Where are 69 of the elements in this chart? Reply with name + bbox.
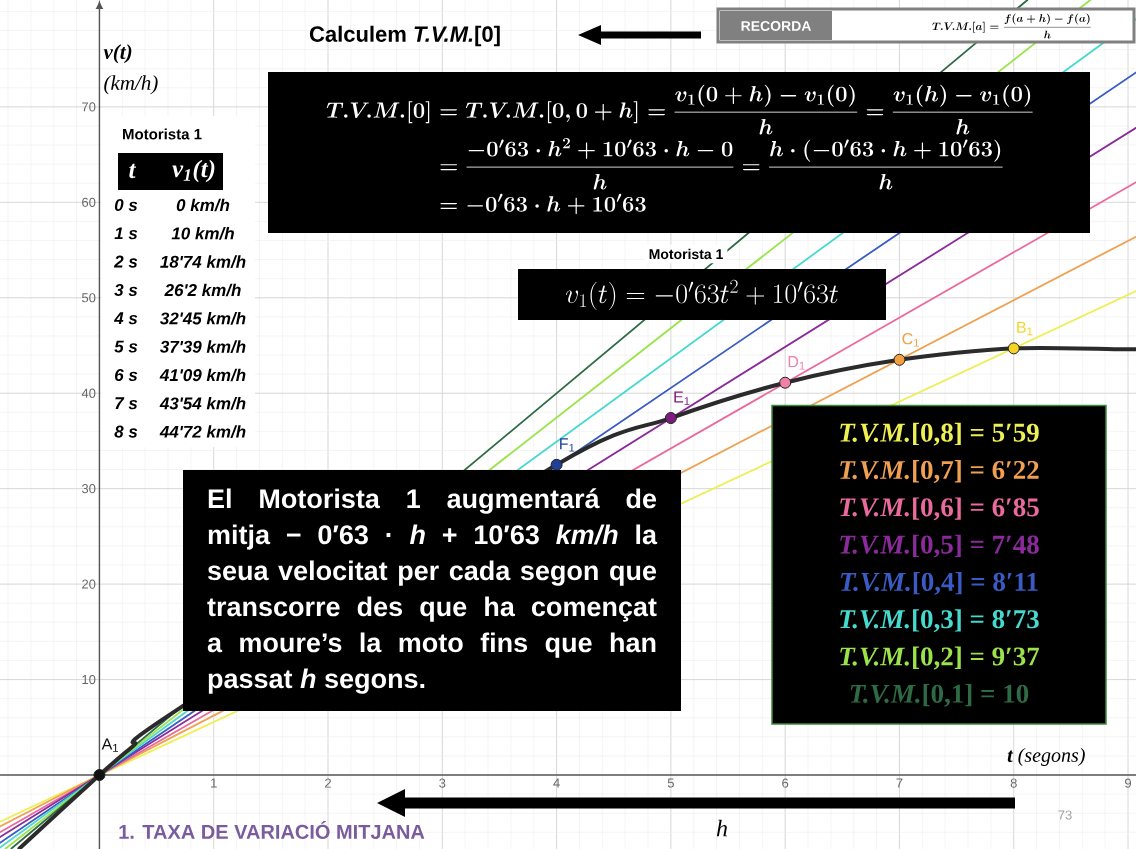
annotation: E$_{1}$ — [674, 391, 690, 405]
annotation: t — [129, 163, 137, 179]
y-tick-label: 70 — [82, 102, 96, 112]
y-tick-label: 20 — [82, 579, 96, 589]
x-tick-label: 8 — [1010, 778, 1017, 788]
point — [1007, 342, 1020, 355]
y-tick-label: 30 — [81, 484, 96, 494]
annotation: $\begin{aligned}T.V.M.[0] &= T.V.M.[0,0+h] = \frac{v_1(0+h)-v_1(0)}{h} = \frac{v_1(h)-v_1(0)}{h}\\ &= \frac{-0'63\cdot h^2+10'63\cdot h-0}{h} = \frac{h\cdot(-0'63\cdot h+10'63)}{h}\\ &= -0'63\cdot h+10'63\end{aligned}$ — [326, 84, 1033, 215]
annotation: 1 s — [114, 227, 138, 240]
x-tick-label: 7 — [896, 778, 903, 788]
annotation: A$_{1}$ — [101, 738, 118, 752]
annotation: $T.V.M.[a] = \frac{f(a+h)-f(a)}{h}$ — [932, 13, 1091, 39]
y-tick-label: 60 — [82, 197, 96, 207]
text: T.V.M.[0,4] = 8′11 — [840, 571, 1038, 595]
annotation: $v_1(t) = -0'63t^2+10'63t$ — [566, 279, 838, 310]
annotation: 18'74 km/h — [160, 255, 246, 268]
annotation: Motorista 1 — [123, 128, 202, 140]
point — [779, 376, 792, 389]
annotation: 0 km/h — [176, 198, 230, 212]
text: T.V.M.[0,2] = 9′37 — [840, 646, 1040, 670]
annotation: 73 — [1058, 810, 1072, 820]
x-tick-label: 4 — [553, 778, 560, 788]
point — [893, 353, 906, 366]
annotation: D$_{1}$ — [788, 356, 805, 370]
x-tick-label: 6 — [782, 778, 789, 788]
point — [550, 458, 563, 471]
point — [93, 769, 106, 782]
annotation: 32'45 km/h — [160, 311, 246, 325]
y-tick-label: 50 — [81, 293, 96, 303]
y-axis-title: v(t) (km/h) — [103, 44, 158, 95]
x-tick-label: 3 — [439, 778, 446, 788]
annotation: 4 s — [113, 312, 138, 325]
annotation: 37'39 km/h — [160, 340, 246, 353]
annotation: 2 s — [113, 255, 138, 268]
annotation: 1. TAXA DE VARIACIÓ MITJANA — [119, 821, 425, 839]
annotation: v$_{1}$(t) — [172, 159, 215, 183]
annotation: F$_{1}$ — [560, 438, 575, 452]
x-tick-label: 5 — [667, 778, 674, 788]
text: T.V.M.[0,5] = 7′48 — [840, 534, 1039, 558]
annotation: h — [716, 819, 727, 837]
annotation: 5 s — [114, 340, 138, 353]
x-axis-title: t (segons) — [1007, 747, 1085, 767]
y-tick-label: 10 — [82, 674, 96, 685]
annotation: 0 s — [114, 198, 138, 212]
annotation: 6 s — [114, 368, 138, 381]
text: T.V.M.[0,1] = 10 — [850, 683, 1029, 707]
y-tick-label: 40 — [81, 388, 96, 398]
annotation: C$_{1}$ — [902, 333, 919, 347]
x-tick-label: 1 — [211, 778, 217, 788]
text: Calculem T.V.M.[0] — [309, 25, 500, 47]
text: El Motorista 1 augmentará de mitja − 0′63 · h + 10′63 km/h la seua velocitat per cada segon que transcorre des que ha començat a moure’s la moto fins que han passat h segons. — [207, 488, 658, 694]
annotation: B$_{1}$ — [1017, 321, 1033, 336]
text: T.V.M.[0,6] = 6′85 — [840, 497, 1039, 521]
annotation: Motorista 1 — [649, 248, 723, 260]
series-label: T.V.M.[0,8] = 5′59 — [840, 422, 1039, 446]
point — [664, 412, 677, 425]
text: T.V.M.[0,3] = 8′73 — [840, 609, 1039, 633]
text: T.V.M.[0,7] = 6′22 — [840, 460, 1039, 483]
x-tick-label: 2 — [325, 778, 331, 788]
annotation: 41'09 km/h — [159, 368, 246, 382]
annotation: 26'2 km/h — [164, 283, 241, 297]
annotation: 44'72 km/h — [159, 425, 246, 438]
x-tick-label: 9 — [1125, 778, 1132, 788]
annotation: 8 s — [114, 425, 138, 438]
annotation: 3 s — [114, 283, 138, 296]
annotation: 43'54 km/h — [159, 396, 246, 410]
annotation: RECORDA — [741, 21, 812, 31]
annotation: 10 km/h — [171, 226, 234, 240]
annotation: 7 s — [115, 397, 138, 410]
